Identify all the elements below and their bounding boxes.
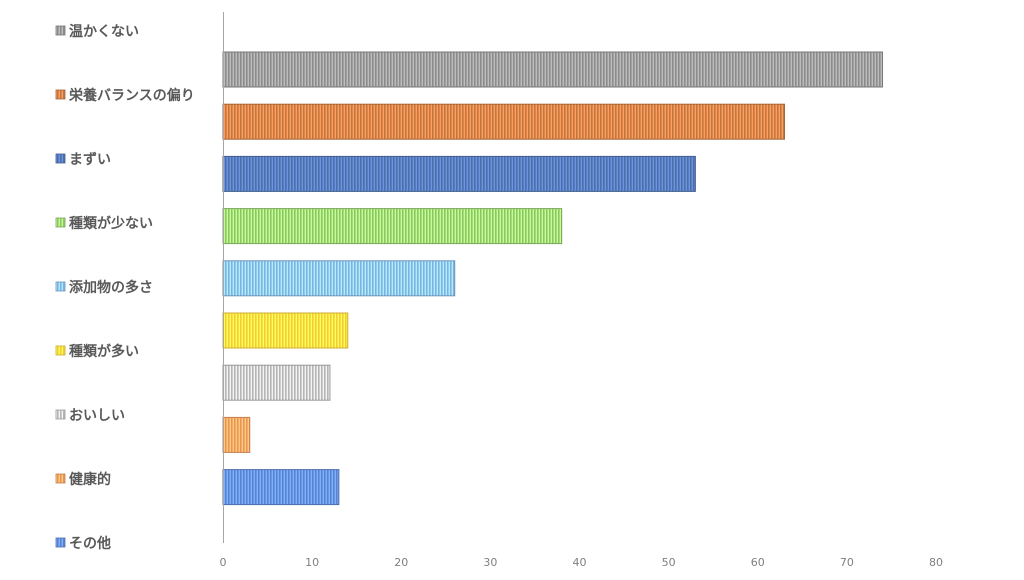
x-tick-label-5: 50: [662, 556, 676, 569]
x-tick-label-1: 10: [305, 556, 319, 569]
bar-3: [222, 208, 563, 245]
bar-1: [222, 103, 785, 140]
legend-label-4: 添加物の多さ: [69, 279, 153, 296]
legend-label-8: その他: [69, 535, 111, 552]
legend-marker-5: [55, 345, 66, 356]
legend-label-2: まずい: [69, 151, 111, 168]
legend-label-0: 温かくない: [69, 24, 139, 40]
legend-marker-8: [55, 537, 66, 548]
legend-marker-1: [55, 89, 66, 100]
bar-0: [222, 51, 884, 88]
legend-marker-2: [55, 153, 66, 164]
x-tick-label-6: 60: [751, 556, 765, 569]
legend-label-5: 種類が多い: [69, 343, 139, 360]
x-tick-label-3: 30: [483, 556, 497, 569]
bar-8: [222, 469, 340, 506]
x-tick-label-0: 0: [220, 556, 227, 569]
legend-marker-6: [55, 409, 66, 420]
legend-label-6: おいしい: [69, 408, 125, 424]
axes: 0 10 20 30 40 50 60 70 80: [220, 12, 943, 569]
bar-4: [222, 260, 456, 297]
bar-7: [222, 416, 251, 453]
x-tick-label-2: 20: [394, 556, 408, 569]
legend-label-7: 健康的: [69, 471, 111, 488]
bars: [222, 51, 884, 506]
legend-marker-0: [55, 25, 66, 36]
legend-label-1: 栄養バランスの偏り: [68, 87, 195, 104]
bar-6: [222, 364, 331, 401]
legend-label-3: 種類が少ない: [69, 215, 153, 232]
legend-marker-7: [55, 473, 66, 484]
legend-marker-4: [55, 281, 66, 292]
x-tick-label-7: 70: [840, 556, 854, 569]
legend-marker-3: [55, 217, 66, 228]
legend: 温かくない栄養バランスの偏りまずい種類が少ない添加物の多さ種類が多いおいしい健康…: [55, 24, 195, 552]
bar-2: [222, 155, 696, 192]
x-tick-label-4: 40: [573, 556, 587, 569]
x-tick-label-8: 80: [929, 556, 943, 569]
bar-5: [222, 312, 349, 349]
